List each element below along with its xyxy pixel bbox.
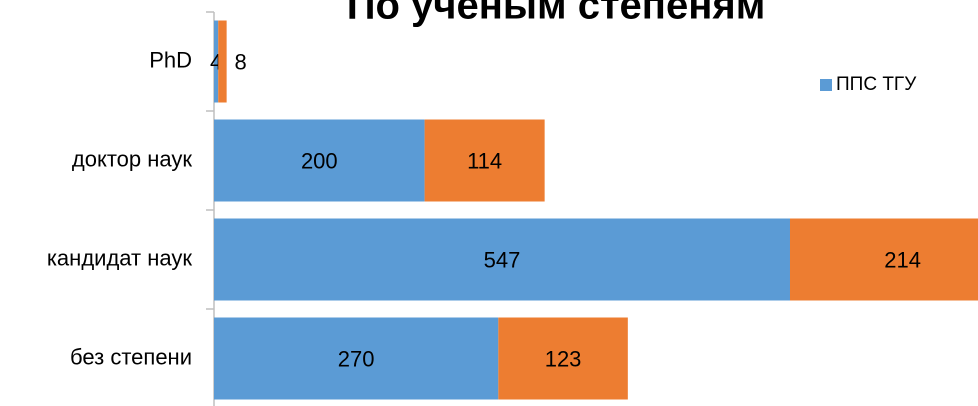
bar-segment (214, 20, 219, 103)
data-label: 547 (484, 247, 521, 272)
data-label: 200 (301, 148, 338, 173)
bar-segment (214, 218, 790, 301)
data-label: 214 (884, 247, 921, 272)
legend-swatch (820, 79, 832, 91)
data-label: 114 (467, 148, 502, 173)
data-label: 123 (545, 346, 582, 371)
category-label: без степени (70, 344, 192, 369)
bar-segment (214, 119, 425, 202)
bar-segment (498, 317, 628, 400)
category-label: доктор наук (72, 146, 192, 171)
legend-label: ППС ТГУ (836, 74, 917, 95)
bar-segment (789, 218, 978, 301)
category-label: кандидат наук (47, 245, 193, 270)
bar-segment (424, 119, 545, 202)
chart-title: По ученым степеням (347, 0, 766, 28)
category-label: PhD (149, 47, 192, 72)
data-label: 8 (235, 49, 247, 74)
bar-segment (218, 20, 227, 103)
bar-segment (214, 317, 499, 400)
data-label: 270 (338, 346, 375, 371)
